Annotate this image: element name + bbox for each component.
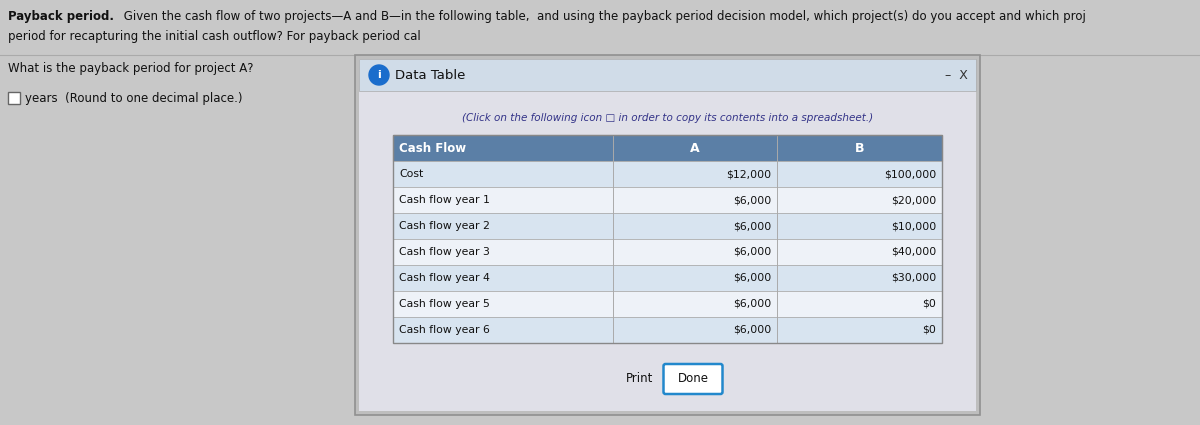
Text: Cash flow year 6: Cash flow year 6 [398, 325, 490, 335]
Text: Cash flow year 2: Cash flow year 2 [398, 221, 490, 231]
Bar [394, 265, 942, 291]
Text: years  (Round to one decimal place.): years (Round to one decimal place.) [25, 91, 242, 105]
Bar [394, 161, 942, 187]
Bar [355, 55, 980, 415]
Text: Given the cash flow of two projects—A and B—in the following table,  and using t: Given the cash flow of two projects—A an… [120, 10, 1086, 23]
Text: (Click on the following icon □ in order to copy its contents into a spreadsheet.: (Click on the following icon □ in order … [462, 113, 874, 123]
Text: $100,000: $100,000 [883, 169, 936, 179]
FancyBboxPatch shape [664, 364, 722, 394]
Bar [394, 291, 942, 317]
Text: Cash flow year 4: Cash flow year 4 [398, 273, 490, 283]
Text: Cash Flow: Cash Flow [398, 142, 466, 155]
Text: $6,000: $6,000 [733, 273, 772, 283]
Text: Cash flow year 1: Cash flow year 1 [398, 195, 490, 205]
Text: $12,000: $12,000 [726, 169, 772, 179]
Text: $10,000: $10,000 [890, 221, 936, 231]
Text: $6,000: $6,000 [733, 247, 772, 257]
Text: $6,000: $6,000 [733, 221, 772, 231]
Text: $0: $0 [922, 325, 936, 335]
Text: $0: $0 [922, 299, 936, 309]
Bar [394, 135, 942, 161]
Bar [394, 239, 942, 265]
Text: –  X: – X [946, 68, 968, 82]
Text: i: i [377, 70, 380, 80]
Text: Cash flow year 5: Cash flow year 5 [398, 299, 490, 309]
Text: A: A [690, 142, 700, 155]
Text: $20,000: $20,000 [890, 195, 936, 205]
Text: $6,000: $6,000 [733, 299, 772, 309]
Text: period for recapturing the initial cash outflow? For payback period cal: period for recapturing the initial cash … [8, 30, 421, 43]
Text: $6,000: $6,000 [733, 325, 772, 335]
Bar [8, 92, 20, 104]
Text: Cost: Cost [398, 169, 424, 179]
Bar [359, 59, 976, 411]
Circle shape [370, 65, 389, 85]
Text: Done: Done [678, 372, 708, 385]
Text: Data Table: Data Table [395, 68, 466, 82]
Text: $40,000: $40,000 [890, 247, 936, 257]
Text: Print: Print [626, 372, 653, 385]
Text: Payback period.: Payback period. [8, 10, 114, 23]
Bar [394, 135, 942, 343]
Bar [359, 59, 976, 91]
Text: Cash flow year 3: Cash flow year 3 [398, 247, 490, 257]
Bar [394, 213, 942, 239]
Text: What is the payback period for project A?: What is the payback period for project A… [8, 62, 253, 75]
Bar [394, 187, 942, 213]
Bar [394, 317, 942, 343]
Text: B: B [854, 142, 864, 155]
Text: $6,000: $6,000 [733, 195, 772, 205]
Text: $30,000: $30,000 [890, 273, 936, 283]
